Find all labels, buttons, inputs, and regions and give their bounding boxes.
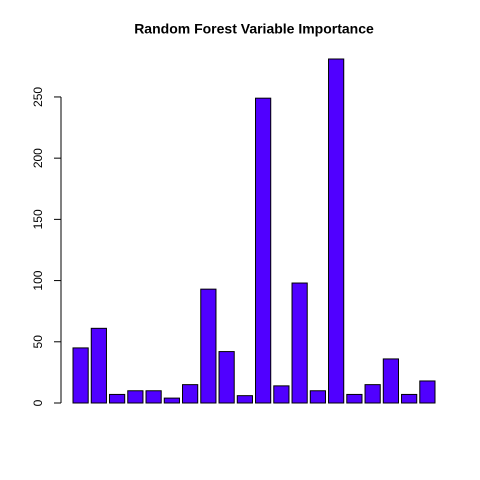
bar <box>127 390 144 404</box>
bar <box>346 393 363 404</box>
bar <box>90 327 107 404</box>
bar <box>236 395 253 404</box>
y-tick-label: 250 <box>31 87 45 107</box>
bar <box>382 358 399 404</box>
y-tick-label: 100 <box>31 270 45 290</box>
bar <box>145 390 162 404</box>
bar <box>218 351 235 404</box>
bar <box>255 97 272 404</box>
bar <box>364 384 381 404</box>
bar <box>419 380 436 404</box>
y-tick-label: 0 <box>31 399 45 406</box>
bar <box>109 393 126 404</box>
chart-title: Random Forest Variable Importance <box>134 21 374 37</box>
bar <box>328 58 345 404</box>
y-tick-label: 150 <box>31 209 45 229</box>
y-tick-label: 50 <box>31 335 45 349</box>
bar <box>291 282 308 404</box>
bar <box>401 393 418 404</box>
bar <box>163 397 180 404</box>
bar <box>273 385 290 404</box>
bar <box>200 288 217 404</box>
bar <box>182 384 199 404</box>
bar <box>309 390 326 404</box>
y-tick-label: 200 <box>31 148 45 168</box>
bar <box>72 347 89 404</box>
